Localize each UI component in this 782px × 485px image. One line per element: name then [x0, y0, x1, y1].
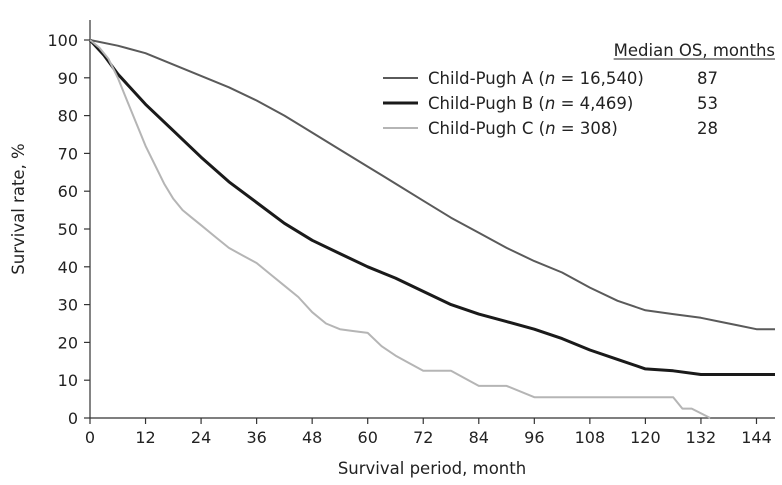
- legend-median-3: 28: [697, 119, 718, 138]
- x-tick-label-72: 72: [413, 428, 433, 447]
- legend-label-2: Child-Pugh B (n = 4,469): [428, 94, 633, 113]
- legend-header: Median OS, months: [614, 41, 775, 60]
- y-tick-label-10: 10: [58, 371, 78, 390]
- y-tick-label-0: 0: [68, 409, 78, 428]
- x-tick-label-24: 24: [191, 428, 211, 447]
- legend-label-3: Child-Pugh C (n = 308): [428, 119, 618, 138]
- y-tick-label-30: 30: [58, 296, 78, 315]
- x-tick-label-132: 132: [686, 428, 717, 447]
- x-tick-label-120: 120: [630, 428, 661, 447]
- legend-median-2: 53: [697, 94, 718, 113]
- y-tick-label-60: 60: [58, 182, 78, 201]
- x-axis-title: Survival period, month: [338, 459, 526, 478]
- series-line-2: [88, 38, 775, 376]
- y-tick-label-70: 70: [58, 144, 78, 163]
- y-tick-label-100: 100: [47, 31, 78, 50]
- x-tick-label-108: 108: [575, 428, 606, 447]
- x-tick-label-48: 48: [302, 428, 322, 447]
- y-axis-title: Survival rate, %: [9, 143, 28, 274]
- ticks: 0 10 20 30 40 50 60 70 80 90 100 0 12 24 36 48 60 72 84 96 1…: [47, 31, 771, 447]
- legend-median-1: 87: [697, 69, 718, 88]
- y-tick-label-50: 50: [58, 220, 78, 239]
- x-tick-label-0: 0: [85, 428, 95, 447]
- series-line-3: [89, 39, 711, 419]
- series-lines: [88, 38, 775, 419]
- legend-label-1: Child-Pugh A (n = 16,540): [428, 69, 644, 88]
- y-tick-label-40: 40: [58, 258, 78, 277]
- x-tick-label-36: 36: [246, 428, 266, 447]
- x-tick-label-144: 144: [741, 428, 772, 447]
- y-tick-label-80: 80: [58, 107, 78, 126]
- x-tick-label-84: 84: [469, 428, 489, 447]
- series-line-1: [89, 39, 775, 331]
- legend: Median OS, months Child-Pugh A (n = 16,5…: [383, 41, 775, 138]
- x-tick-label-60: 60: [358, 428, 378, 447]
- x-tick-label-96: 96: [524, 428, 544, 447]
- y-tick-label-90: 90: [58, 69, 78, 88]
- axes: [89, 20, 775, 419]
- x-tick-label-12: 12: [135, 428, 155, 447]
- y-tick-label-20: 20: [58, 333, 78, 352]
